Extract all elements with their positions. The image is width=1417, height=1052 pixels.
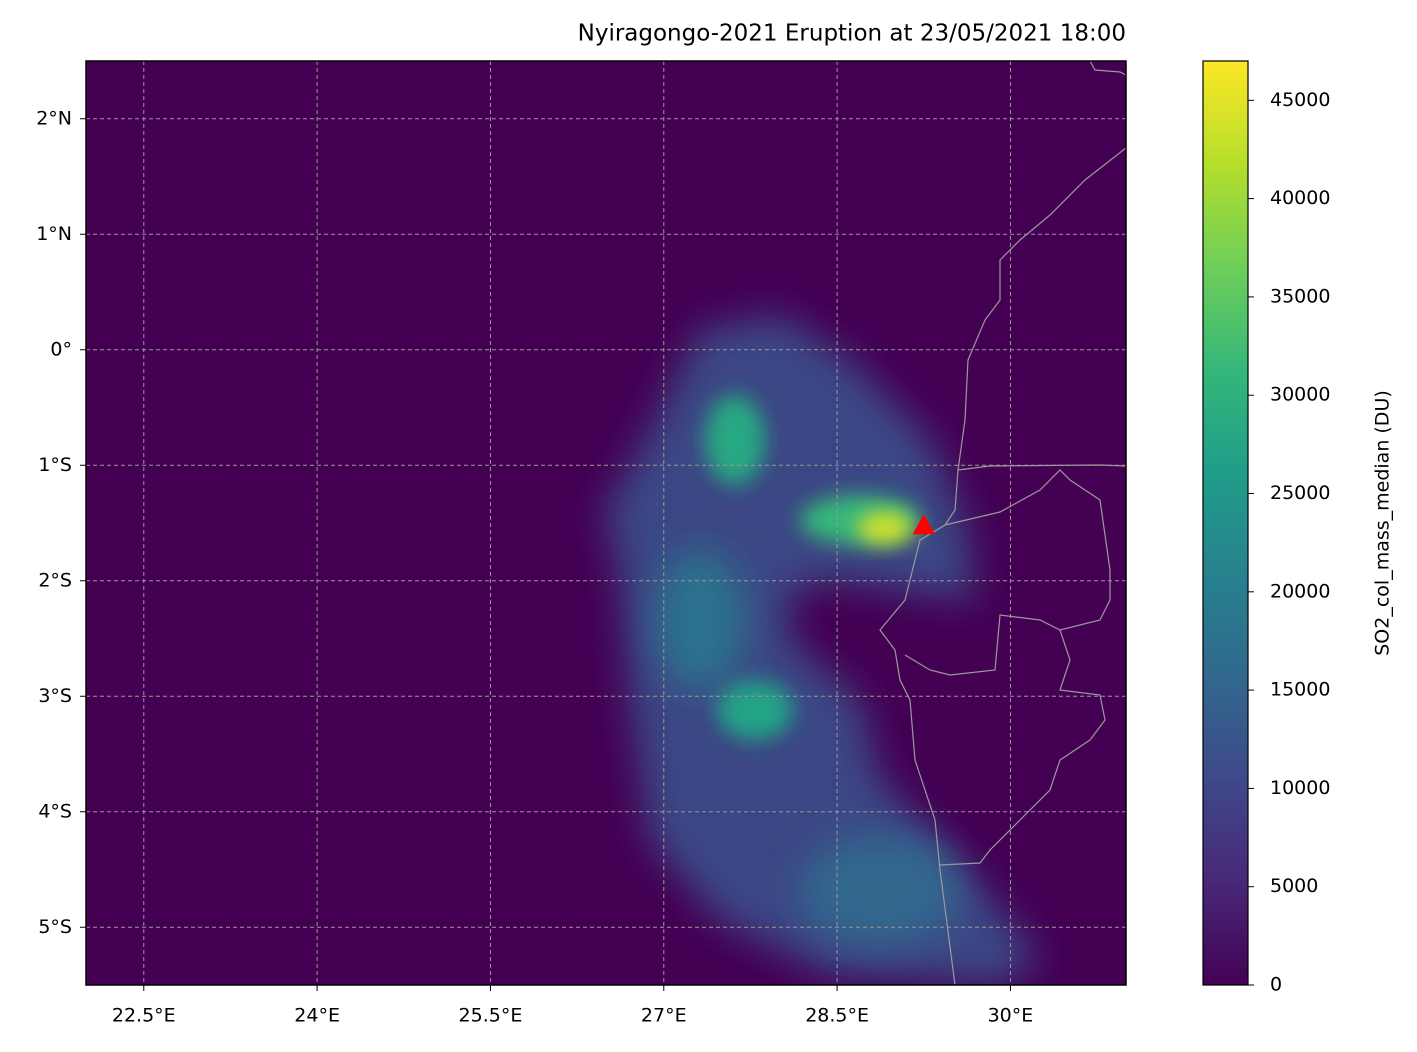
colorbar-tick-label: 20000 — [1270, 580, 1330, 602]
x-tick-label: 22.5°E — [112, 1005, 176, 1027]
y-tick-label: 2°S — [38, 569, 72, 591]
colorbar-tick-label: 45000 — [1270, 89, 1330, 111]
colorbar-tick-label: 5000 — [1270, 875, 1318, 897]
chart-title: Nyiragongo-2021 Eruption at 23/05/2021 1… — [578, 21, 1126, 47]
grid — [86, 61, 1126, 985]
y-tick-label: 0° — [50, 338, 72, 360]
plume — [605, 315, 1040, 985]
y-tick-label: 1°N — [36, 223, 72, 245]
colorbar-tick-label: 25000 — [1270, 482, 1330, 504]
x-tick-label: 30°E — [988, 1005, 1034, 1027]
x-tick-label: 27°E — [641, 1005, 687, 1027]
colorbar-tick-label: 0 — [1270, 974, 1282, 996]
country-borders — [879, 61, 1126, 985]
colorbar-tick-label: 10000 — [1270, 777, 1330, 799]
colorbar-tick-label: 35000 — [1270, 285, 1330, 307]
y-tick-label: 3°S — [38, 685, 72, 707]
y-tick-label: 2°N — [36, 107, 72, 129]
colorbar-label: SO2_col_mass_median (DU) — [1372, 390, 1394, 656]
colorbar-tick-label: 30000 — [1270, 384, 1330, 406]
volcano-marker — [912, 514, 935, 535]
x-tick-label: 28.5°E — [805, 1005, 869, 1027]
y-tick-label: 5°S — [38, 916, 72, 938]
colorbar-tick-label: 15000 — [1270, 679, 1330, 701]
map-frame — [85, 60, 1127, 986]
colorbar-tick-label: 40000 — [1270, 187, 1330, 209]
x-tick-label: 25.5°E — [459, 1005, 523, 1027]
colorbar — [1202, 60, 1249, 986]
map-background — [86, 61, 1126, 985]
y-tick-label: 1°S — [38, 454, 72, 476]
x-tick-label: 24°E — [294, 1005, 340, 1027]
y-tick-label: 4°S — [38, 800, 72, 822]
